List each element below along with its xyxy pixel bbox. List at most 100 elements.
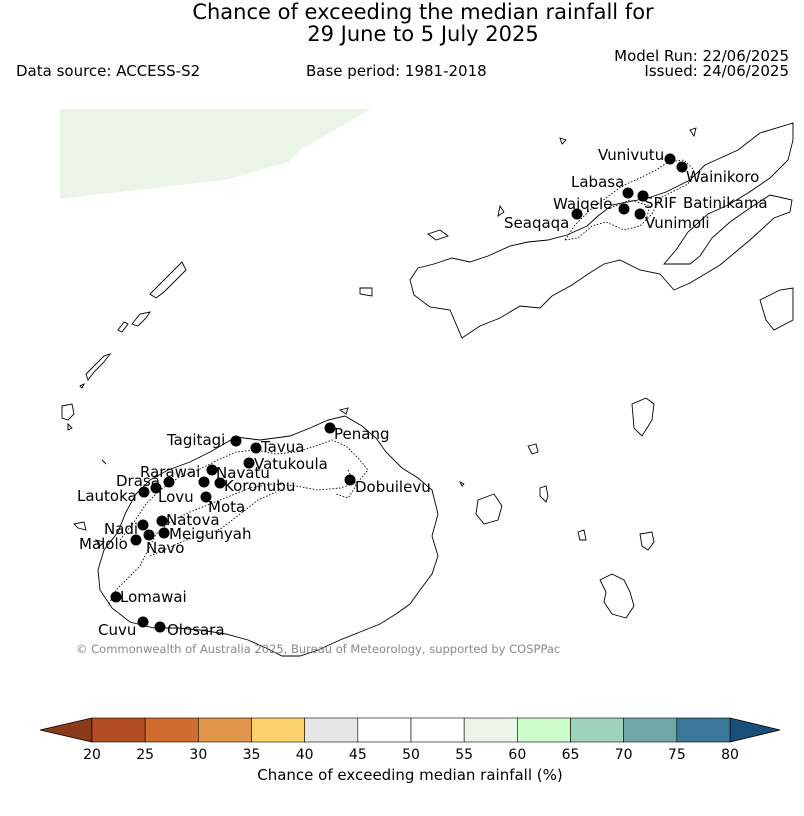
colorbar-segment bbox=[251, 717, 305, 743]
station-label: Drasa bbox=[116, 472, 160, 490]
colorbar-segment bbox=[463, 717, 518, 743]
station-label: Rarawai bbox=[140, 463, 200, 481]
station-marker bbox=[158, 527, 170, 539]
colorbar-tick-label: 40 bbox=[296, 747, 314, 763]
station-label: Dobuilevu bbox=[355, 478, 431, 496]
station-marker bbox=[571, 208, 583, 220]
colorbar-label: Chance of exceeding median rainfall (%) bbox=[257, 766, 562, 784]
colorbar-tick-label: 80 bbox=[721, 747, 739, 763]
station-label: Koronubu bbox=[224, 477, 295, 495]
station-marker bbox=[622, 187, 634, 199]
station-marker bbox=[214, 477, 226, 489]
station-marker bbox=[243, 457, 255, 469]
colorbar-segment bbox=[198, 717, 252, 743]
station-marker bbox=[150, 482, 162, 494]
station-label: Tagitagi bbox=[166, 431, 225, 449]
colorbar-low-extend bbox=[39, 717, 93, 743]
map-area: Vunivutu Wainikoro Labasa SRIF Batinikama Wai… bbox=[60, 109, 794, 657]
colorbar-tick-label: 60 bbox=[508, 747, 526, 763]
station-label: Nadi bbox=[104, 520, 138, 538]
station-marker bbox=[156, 515, 168, 527]
map-title-line2: 29 June to 5 July 2025 bbox=[307, 22, 539, 46]
station-marker bbox=[198, 476, 210, 488]
base-period-label: Base period: 1981-2018 bbox=[306, 62, 487, 80]
model-run-label: Model Run: 22/06/2025 bbox=[614, 47, 789, 65]
colorbar-segment bbox=[623, 717, 678, 743]
station-label: Penang bbox=[334, 425, 389, 443]
station-label: Vunivutu bbox=[598, 146, 664, 164]
station-label: Mota bbox=[208, 498, 245, 516]
colorbar-tick-label: 70 bbox=[615, 747, 633, 763]
colorbar: 20 25 30 35 40 45 50 55 60 65 70 75 80 bbox=[39, 717, 781, 763]
station-label: Navo bbox=[146, 539, 184, 557]
station-label: Navatu bbox=[216, 464, 270, 482]
station-label: Batinikama bbox=[683, 194, 768, 212]
station-label: Meigunyah bbox=[169, 525, 251, 543]
vanua-levu-coastline bbox=[409, 122, 794, 339]
station-label: Lautoka bbox=[77, 487, 137, 505]
station-label: Olosara bbox=[167, 621, 225, 639]
colorbar-tick-label: 75 bbox=[668, 747, 686, 763]
station-marker bbox=[250, 442, 262, 454]
station-marker bbox=[344, 474, 356, 486]
station-label: Labasa bbox=[571, 173, 624, 191]
station-marker bbox=[110, 591, 122, 603]
colorbar-segment bbox=[357, 717, 412, 743]
colorbar-segment bbox=[570, 717, 624, 743]
station-marker bbox=[130, 534, 142, 546]
yasawa-islands bbox=[61, 261, 187, 547]
station-label: Natova bbox=[166, 511, 220, 529]
station-marker bbox=[137, 519, 149, 531]
station-label: Cuvu bbox=[98, 621, 136, 639]
station-marker bbox=[163, 476, 175, 488]
colorbar-tick-label: 35 bbox=[243, 747, 261, 763]
station-marker bbox=[138, 486, 150, 498]
station-label: Tavua bbox=[260, 438, 304, 456]
station-label: Wainikoro bbox=[686, 168, 759, 186]
station-marker bbox=[154, 621, 166, 633]
station-marker bbox=[230, 435, 242, 447]
station-marker bbox=[634, 208, 646, 220]
colorbar-tick-label: 55 bbox=[455, 747, 473, 763]
kadavu-island bbox=[599, 573, 635, 619]
viti-levu-coastline bbox=[97, 415, 439, 657]
station-label: Seaqaqa bbox=[504, 214, 569, 232]
station-marker bbox=[637, 190, 649, 202]
station-label: Lovu bbox=[158, 488, 194, 506]
colorbar-tick-label: 20 bbox=[83, 747, 101, 763]
colorbar-tick-label: 30 bbox=[189, 747, 207, 763]
colorbar-tick-label: 65 bbox=[562, 747, 580, 763]
colorbar-segment bbox=[517, 717, 571, 743]
station-marker bbox=[143, 529, 155, 541]
station-label: Vatukoula bbox=[254, 455, 328, 473]
station-label: Malolo bbox=[79, 535, 128, 553]
colorbar-segment bbox=[304, 717, 359, 743]
station-label: Lomawai bbox=[120, 588, 187, 606]
station-marker bbox=[618, 203, 630, 215]
station-label: SRIF bbox=[644, 194, 677, 212]
colorbar-segment bbox=[144, 717, 199, 743]
colorbar-segment bbox=[410, 717, 465, 743]
vanua-levu-district-boundary bbox=[564, 159, 695, 241]
station-markers: Vunivutu Wainikoro Labasa SRIF Batinikama Wai… bbox=[77, 146, 768, 639]
lau-islands bbox=[338, 127, 794, 551]
station-marker bbox=[137, 616, 149, 628]
data-source-label: Data source: ACCESS-S2 bbox=[16, 62, 201, 80]
colorbar-segment bbox=[91, 717, 146, 743]
station-marker bbox=[324, 422, 336, 434]
viti-levu-district-boundary bbox=[107, 439, 369, 607]
colorbar-tick-label: 50 bbox=[402, 747, 420, 763]
colorbar-segment bbox=[676, 717, 731, 743]
issued-date-label: Issued: 24/06/2025 bbox=[644, 62, 789, 80]
station-marker bbox=[664, 153, 676, 165]
station-label: Vunimoli bbox=[645, 214, 710, 232]
station-label: Waiqele bbox=[553, 195, 612, 213]
station-marker bbox=[206, 464, 218, 476]
map-title-line1: Chance of exceeding the median rainfall … bbox=[192, 0, 654, 24]
colorbar-tick-label: 25 bbox=[136, 747, 154, 763]
colorbar-tick-label: 45 bbox=[349, 747, 367, 763]
colorbar-high-extend bbox=[729, 717, 781, 743]
station-marker bbox=[200, 491, 212, 503]
copyright-notice: © Commonwealth of Australia 2025, Bureau… bbox=[76, 642, 560, 656]
